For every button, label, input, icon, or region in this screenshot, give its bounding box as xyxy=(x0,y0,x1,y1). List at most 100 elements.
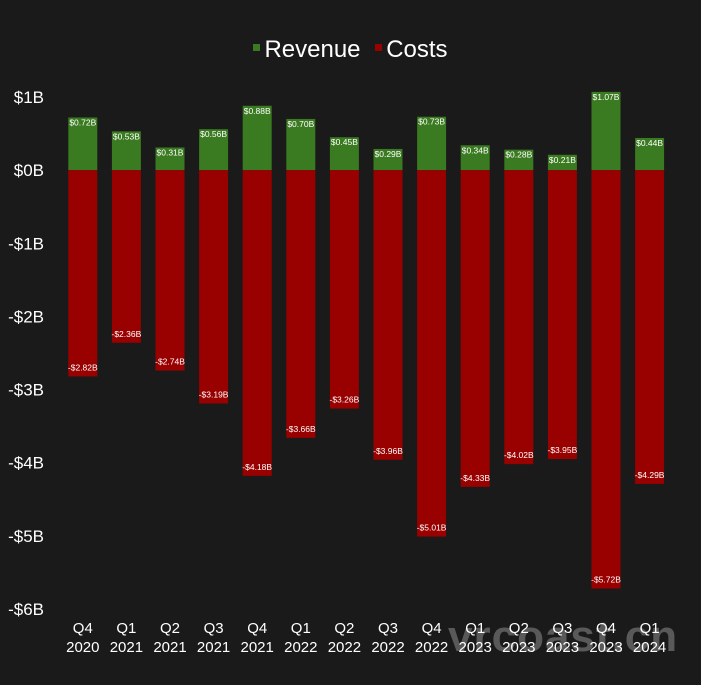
chart-legend: Revenue Costs xyxy=(0,36,701,64)
revenue-bar xyxy=(547,154,577,171)
x-tick-label-year: 2021 xyxy=(241,639,274,656)
revenue-data-label: $0.34B xyxy=(462,145,489,155)
revenue-data-label: $0.44B xyxy=(636,138,663,148)
x-tick-label-year: 2020 xyxy=(66,639,99,656)
legend-swatch-costs xyxy=(375,44,383,52)
x-tick-label-quarter: Q3 xyxy=(378,620,398,637)
revenue-data-label: $0.21B xyxy=(549,155,576,165)
y-tick-label: -$4B xyxy=(8,454,44,473)
y-tick-label: -$5B xyxy=(8,527,44,546)
revenue-data-label: $0.29B xyxy=(375,149,402,159)
revenue-bar xyxy=(460,145,490,171)
x-tick-label-quarter: Q4 xyxy=(422,620,442,637)
revenue-bar xyxy=(373,148,403,171)
revenue-data-label: $0.73B xyxy=(418,117,445,127)
x-tick-label-quarter: Q1 xyxy=(640,620,660,637)
costs-data-label: -$4.18B xyxy=(242,462,272,472)
x-tick-label-year: 2023 xyxy=(589,639,622,656)
revenue-bar xyxy=(417,116,447,171)
costs-data-label: -$2.36B xyxy=(112,329,142,339)
costs-bar xyxy=(504,170,534,465)
costs-bar xyxy=(242,170,272,476)
costs-bar xyxy=(547,170,577,460)
x-tick-label-quarter: Q2 xyxy=(160,620,180,637)
costs-data-label: -$4.33B xyxy=(460,473,490,483)
x-tick-label-year: 2021 xyxy=(153,639,186,656)
revenue-bar xyxy=(504,149,534,171)
y-tick-label: -$6B xyxy=(8,600,44,619)
y-tick-label: $1B xyxy=(14,88,44,107)
y-tick-label: -$1B xyxy=(8,234,44,253)
costs-bar xyxy=(591,170,621,589)
revenue-data-label: $0.88B xyxy=(244,106,271,116)
costs-bar xyxy=(199,170,229,404)
revenue-bar xyxy=(635,137,665,171)
y-tick-label: -$3B xyxy=(8,381,44,400)
revenue-bar xyxy=(286,118,316,171)
costs-data-label: -$3.19B xyxy=(199,389,229,399)
x-tick-label-year: 2021 xyxy=(110,639,143,656)
x-tick-label-quarter: Q4 xyxy=(247,620,267,637)
costs-data-label: -$3.26B xyxy=(330,395,360,405)
costs-data-label: -$2.74B xyxy=(155,357,185,367)
x-tick-label-quarter: Q3 xyxy=(204,620,224,637)
costs-data-label: -$4.29B xyxy=(635,470,665,480)
x-tick-label-quarter: Q1 xyxy=(291,620,311,637)
costs-bar xyxy=(373,170,403,460)
revenue-data-label: $0.28B xyxy=(505,150,532,160)
x-tick-label-year: 2021 xyxy=(197,639,230,656)
x-tick-label-year: 2022 xyxy=(284,639,317,656)
costs-data-label: -$2.82B xyxy=(68,362,98,372)
costs-bar xyxy=(68,170,98,377)
x-tick-label-year: 2023 xyxy=(459,639,492,656)
x-tick-label-quarter: Q1 xyxy=(116,620,136,637)
legend-swatch-revenue xyxy=(253,44,261,52)
legend-label-costs: Costs xyxy=(386,36,448,63)
costs-data-label: -$5.72B xyxy=(591,575,621,585)
x-tick-label-year: 2022 xyxy=(371,639,404,656)
revenue-bar xyxy=(199,129,229,171)
x-tick-label-year: 2024 xyxy=(633,639,666,656)
x-tick-label-quarter: Q4 xyxy=(73,620,93,637)
costs-data-label: -$3.66B xyxy=(286,424,316,434)
revenue-bar xyxy=(111,131,141,171)
watermark: vrcoast.cn xyxy=(448,612,679,661)
revenue-bar xyxy=(242,105,272,171)
x-tick-label-quarter: Q4 xyxy=(596,620,616,637)
revenue-data-label: $0.56B xyxy=(200,129,227,139)
x-tick-label-year: 2022 xyxy=(328,639,361,656)
revenue-data-label: $0.53B xyxy=(113,131,140,141)
revenue-data-label: $0.70B xyxy=(287,119,314,129)
costs-bar xyxy=(460,170,490,487)
revenue-data-label: $0.45B xyxy=(331,137,358,147)
revenue-bar xyxy=(155,147,185,171)
x-tick-label-year: 2023 xyxy=(502,639,535,656)
revenue-data-label: $1.07B xyxy=(593,92,620,102)
x-tick-label-year: 2023 xyxy=(546,639,579,656)
legend-item-costs: Costs xyxy=(375,36,448,64)
costs-bar xyxy=(329,170,359,409)
x-tick-label-quarter: Q2 xyxy=(509,620,529,637)
x-tick-label-quarter: Q3 xyxy=(552,620,572,637)
costs-bar xyxy=(286,170,316,438)
costs-data-label: -$3.95B xyxy=(548,445,578,455)
costs-bar xyxy=(155,170,185,371)
y-tick-label: $0B xyxy=(14,161,44,180)
x-tick-label-quarter: Q1 xyxy=(465,620,485,637)
revenue-bar xyxy=(68,117,98,171)
x-tick-label-quarter: Q2 xyxy=(334,620,354,637)
revenue-data-label: $0.31B xyxy=(157,147,184,157)
legend-label-revenue: Revenue xyxy=(264,36,361,63)
revenue-bar xyxy=(329,137,359,171)
revenue-data-label: $0.72B xyxy=(69,117,96,127)
legend-item-revenue: Revenue xyxy=(253,36,361,64)
costs-data-label: -$5.01B xyxy=(417,523,447,533)
y-tick-label: -$2B xyxy=(8,307,44,326)
costs-data-label: -$4.02B xyxy=(504,450,534,460)
x-tick-label-year: 2022 xyxy=(415,639,448,656)
revenue-bar xyxy=(591,91,621,171)
costs-bar xyxy=(417,170,447,537)
costs-bar xyxy=(111,170,141,343)
costs-data-label: -$3.96B xyxy=(373,446,403,456)
